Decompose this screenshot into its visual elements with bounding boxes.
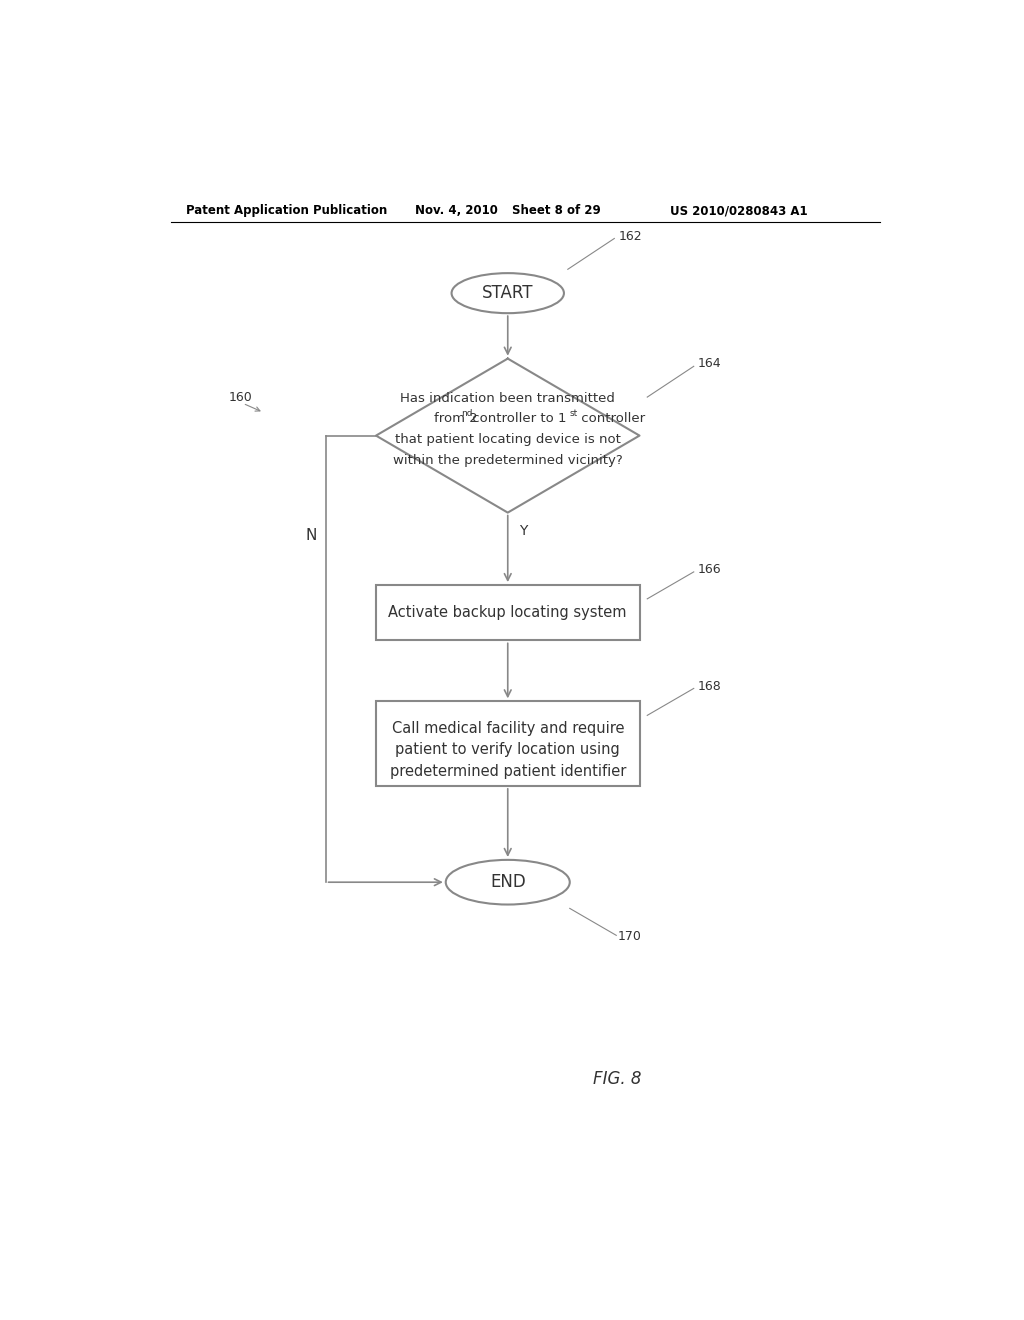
- Text: patient to verify location using: patient to verify location using: [395, 742, 621, 758]
- Text: controller to 1: controller to 1: [468, 412, 566, 425]
- Text: predetermined patient identifier: predetermined patient identifier: [389, 764, 626, 779]
- Text: within the predetermined vicinity?: within the predetermined vicinity?: [393, 454, 623, 467]
- Text: from 2: from 2: [434, 412, 478, 425]
- Text: FIG. 8: FIG. 8: [593, 1069, 641, 1088]
- Text: controller: controller: [577, 412, 645, 425]
- Text: 160: 160: [228, 391, 253, 404]
- Text: 168: 168: [697, 680, 721, 693]
- Text: US 2010/0280843 A1: US 2010/0280843 A1: [671, 205, 808, 218]
- Text: 164: 164: [697, 358, 721, 371]
- Text: Call medical facility and require: Call medical facility and require: [391, 721, 624, 735]
- Text: that patient locating device is not: that patient locating device is not: [395, 433, 621, 446]
- Text: st: st: [569, 409, 578, 417]
- Bar: [376, 585, 640, 640]
- Text: Activate backup locating system: Activate backup locating system: [388, 605, 627, 620]
- Bar: [376, 701, 640, 785]
- Text: START: START: [482, 284, 534, 302]
- Text: 170: 170: [617, 931, 642, 944]
- Text: nd: nd: [461, 409, 473, 417]
- Text: END: END: [489, 874, 525, 891]
- Text: Patent Application Publication: Patent Application Publication: [186, 205, 387, 218]
- Text: 166: 166: [697, 564, 721, 576]
- Text: N: N: [306, 528, 317, 544]
- Text: Sheet 8 of 29: Sheet 8 of 29: [512, 205, 600, 218]
- Text: 162: 162: [618, 230, 642, 243]
- Text: Nov. 4, 2010: Nov. 4, 2010: [415, 205, 498, 218]
- Text: Y: Y: [519, 524, 527, 539]
- Text: Has indication been transmitted: Has indication been transmitted: [400, 392, 615, 405]
